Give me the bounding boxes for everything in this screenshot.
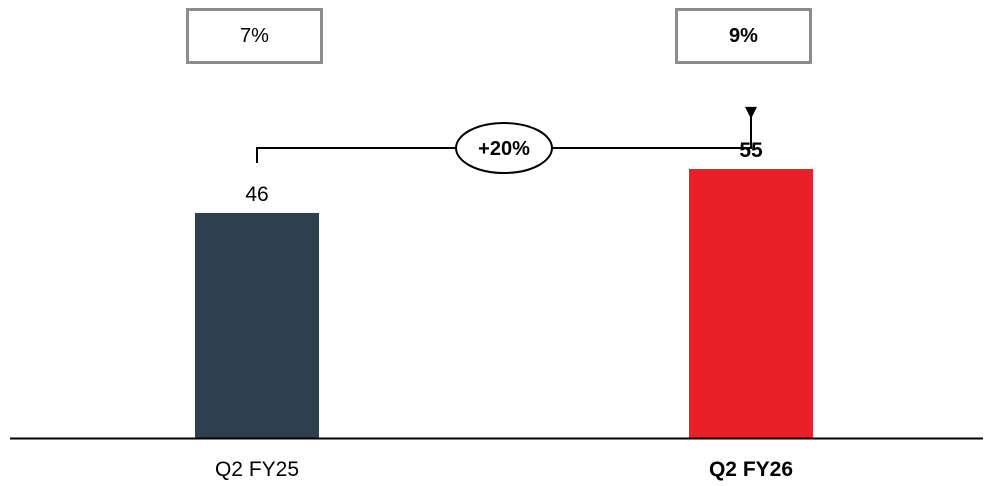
growth-arrow-head-icon — [745, 106, 757, 119]
margin-box-label: 9% — [729, 24, 758, 47]
growth-label: +20% — [478, 138, 530, 160]
margin-box-q2-fy26: 9% — [675, 8, 812, 64]
bar-q2-fy26 — [689, 168, 813, 438]
margin-box-label: 7% — [240, 24, 269, 47]
data-label: 46 — [245, 183, 268, 206]
bar-q2-fy25 — [195, 212, 319, 438]
margin-box-q2-fy25: 7% — [186, 8, 323, 64]
growth-badge — [455, 122, 553, 174]
category-label: Q2 FY26 — [709, 458, 793, 481]
category-label: Q2 FY25 — [215, 458, 299, 481]
data-label: 55 — [739, 139, 763, 162]
